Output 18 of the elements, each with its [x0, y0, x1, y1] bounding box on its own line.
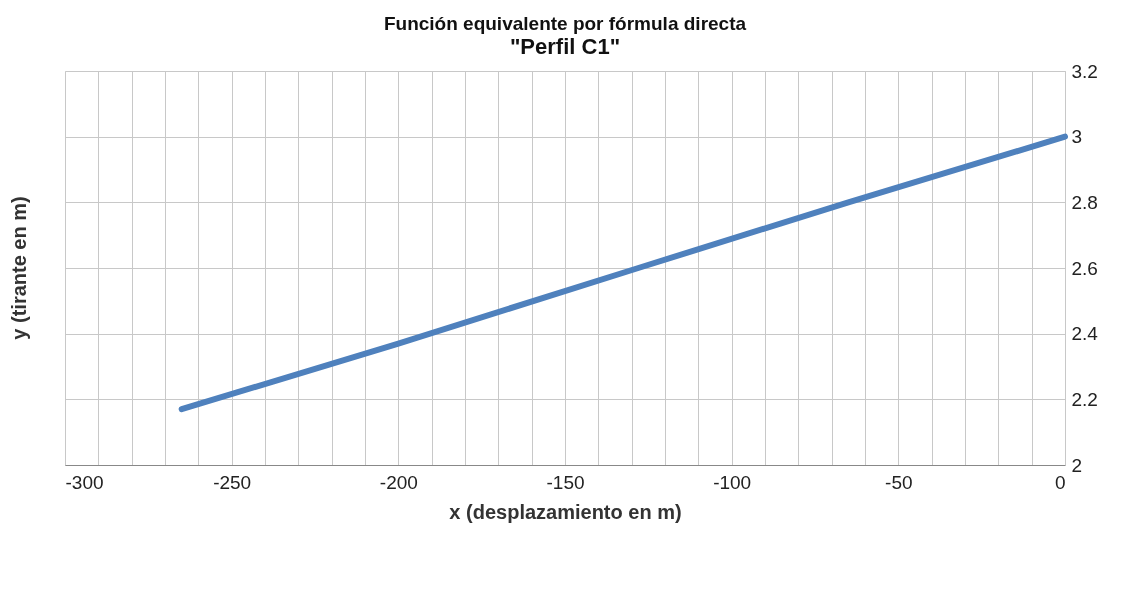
- y-tick-label: 3.2: [1071, 60, 1098, 82]
- x-tick-label: -250: [213, 471, 252, 493]
- y-tick-label: 3: [1071, 126, 1083, 148]
- chart-title: Función equivalente por fórmula directa: [383, 13, 747, 34]
- y-tick-label: 2.2: [1071, 388, 1098, 410]
- chart-subtitle: "Perfil C1": [509, 34, 621, 59]
- y-tick-label: 2.8: [1071, 191, 1098, 213]
- y-tick-label: 2.6: [1071, 257, 1098, 279]
- x-tick-label: -50: [885, 471, 913, 493]
- x-tick-label: -200: [379, 471, 418, 493]
- x-tick-label: -100: [713, 471, 752, 493]
- x-tick-label: -150: [546, 471, 585, 493]
- y-axis-title: y (tirante en m): [8, 196, 30, 340]
- x-tick-label: -300: [65, 471, 104, 493]
- x-tick-label: 0: [1054, 471, 1066, 493]
- y-tick-label: 2: [1071, 454, 1083, 476]
- x-axis-title: x (desplazamiento en m): [449, 500, 682, 523]
- y-tick-label: 2.4: [1071, 323, 1099, 345]
